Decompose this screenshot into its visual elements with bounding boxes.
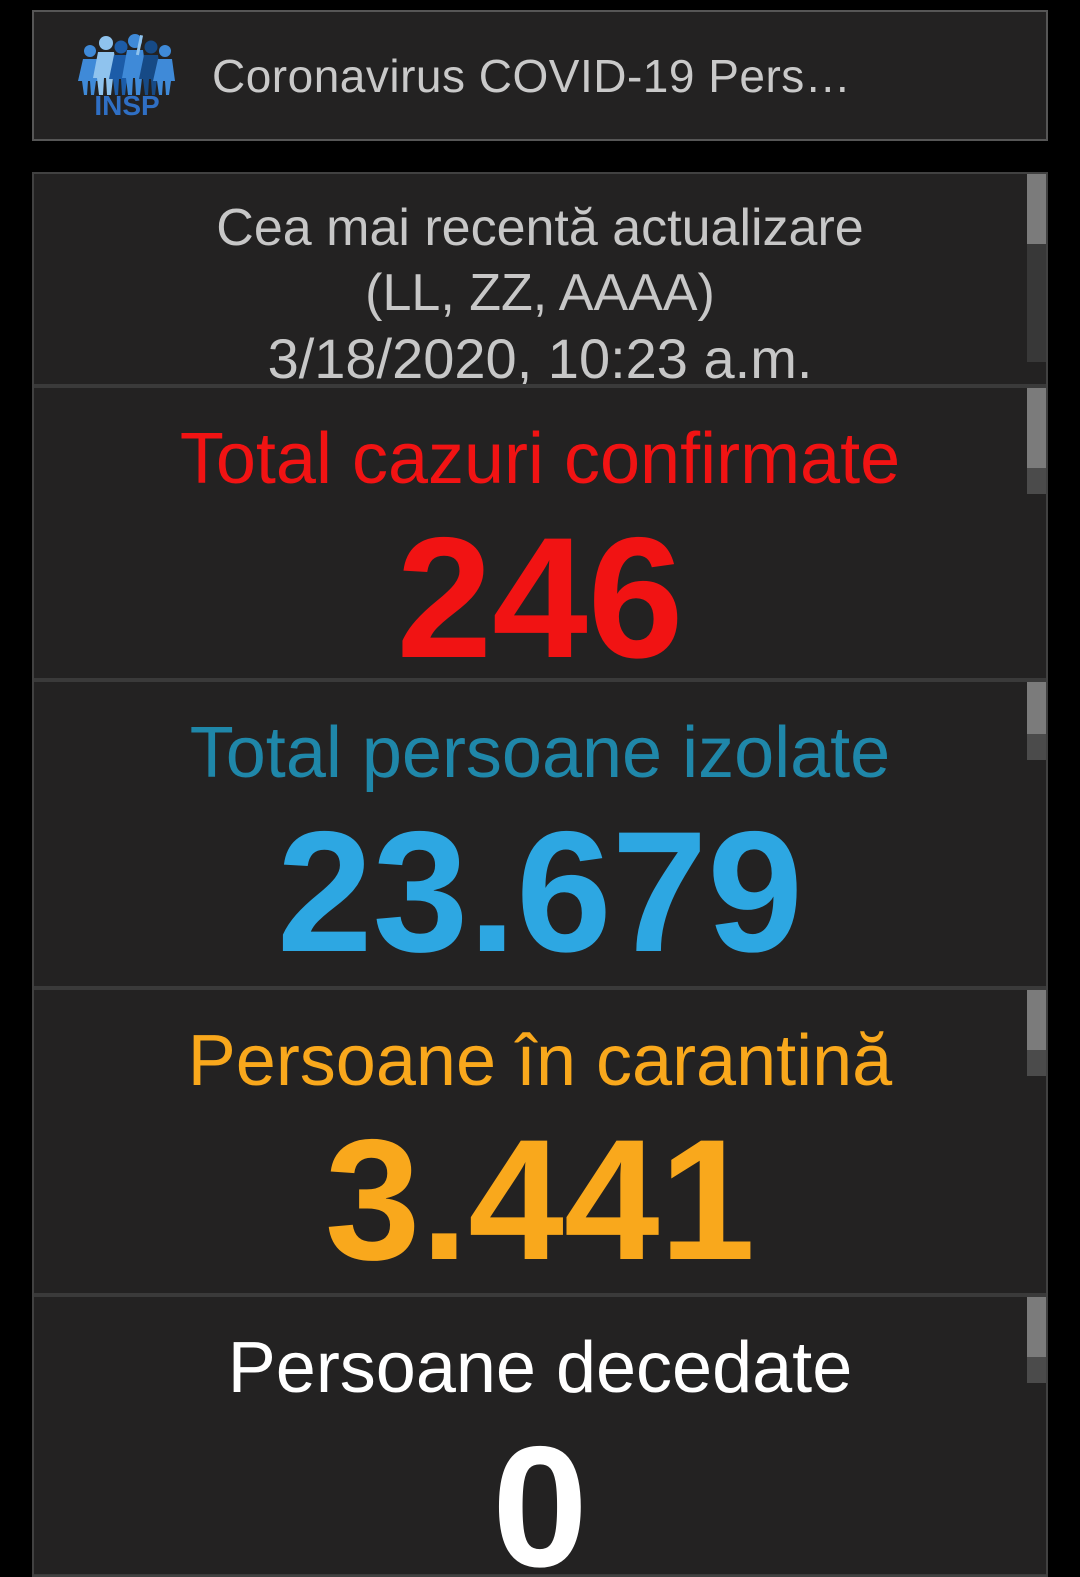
scrollbar-track[interactable]	[1027, 1050, 1046, 1076]
scrollbar-thumb[interactable]	[1027, 1297, 1046, 1357]
confirmed-cases-value: 246	[396, 502, 684, 679]
confirmed-cases-label: Total cazuri confirmate	[179, 419, 901, 499]
insp-logo-icon: INSP	[78, 33, 175, 119]
insp-logo-text: INSP	[94, 90, 159, 119]
panel-divider	[34, 678, 1046, 682]
scrollbar-thumb[interactable]	[1027, 388, 1046, 468]
deceased-persons-value: 0	[492, 1411, 588, 1575]
card-deceased-persons: Persoane decedate 0	[34, 1297, 1046, 1574]
deceased-persons-label: Persoane decedate	[227, 1328, 853, 1408]
scrollbar[interactable]	[1027, 388, 1046, 494]
scrollbar-thumb[interactable]	[1027, 990, 1046, 1050]
panel-divider	[34, 1574, 1046, 1575]
scrollbar-track[interactable]	[1027, 1357, 1046, 1383]
stats-panel: Cea mai recentă actualizare (LL, ZZ, AAA…	[32, 172, 1048, 1577]
isolated-persons-value: 23.679	[276, 796, 804, 986]
card-quarantined-persons: Persoane în carantină 3.441	[34, 990, 1046, 1293]
scrollbar[interactable]	[1027, 1297, 1046, 1383]
last-update-format: (LL, ZZ, AAAA)	[365, 264, 715, 322]
scrollbar-track[interactable]	[1027, 734, 1046, 760]
scrollbar[interactable]	[1027, 990, 1046, 1076]
scrollbar[interactable]	[1027, 682, 1046, 760]
last-update-timestamp: 3/18/2020, 10:23 a.m.	[267, 327, 813, 384]
scrollbar[interactable]	[1027, 174, 1046, 362]
isolated-persons-label: Total persoane izolate	[189, 713, 891, 793]
card-isolated-persons: Total persoane izolate 23.679	[34, 682, 1046, 986]
quarantined-persons-value: 3.441	[324, 1104, 756, 1293]
scrollbar-thumb[interactable]	[1027, 682, 1046, 734]
card-last-update: Cea mai recentă actualizare (LL, ZZ, AAA…	[34, 174, 1046, 384]
card-confirmed-cases: Total cazuri confirmate 246	[34, 388, 1046, 678]
panel-divider	[34, 986, 1046, 990]
last-update-title: Cea mai recentă actualizare	[216, 199, 864, 257]
quarantined-persons-label: Persoane în carantină	[187, 1021, 893, 1101]
page-title: Coronavirus COVID-19 Pers…	[212, 49, 852, 102]
scrollbar-track[interactable]	[1027, 468, 1046, 494]
panel-divider	[34, 1293, 1046, 1297]
scrollbar-track[interactable]	[1027, 244, 1046, 362]
panel-divider	[34, 384, 1046, 388]
header-panel: INSP Coronavirus COVID-19 Pers…	[32, 10, 1048, 141]
scrollbar-thumb[interactable]	[1027, 174, 1046, 244]
